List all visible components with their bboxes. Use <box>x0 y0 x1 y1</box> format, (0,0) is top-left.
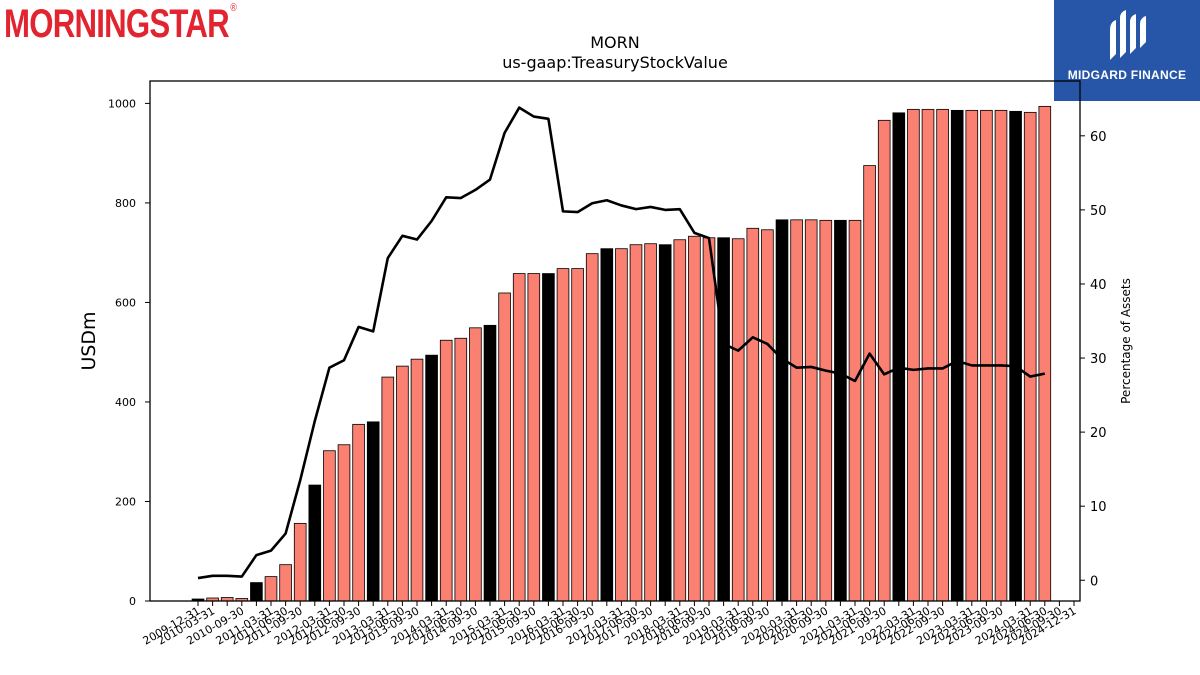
bar-2020-03-31 <box>790 219 803 602</box>
bar-2016-03-31 <box>556 268 570 602</box>
midgard-finance-label: MIDGARD FINANCE <box>1067 68 1187 82</box>
bar-2015-03-31 <box>498 292 511 602</box>
bar-2018-09-30 <box>702 237 716 602</box>
midgard-finance-logo: MIDGARD FINANCE <box>1054 0 1200 101</box>
bar-2019-06-30 <box>746 227 760 602</box>
y2-tick-label: 10 <box>1090 500 1107 515</box>
bar-2014-09-30 <box>469 327 482 602</box>
midgard-emblem-icon <box>1110 10 1146 60</box>
bar-2017-03-31 <box>615 248 628 602</box>
y-tick-label: 600 <box>115 296 136 309</box>
bar-2018-12-31 <box>717 237 730 602</box>
y-tick-label: 0 <box>129 595 136 608</box>
bar-2022-03-31 <box>907 108 920 602</box>
bar-2011-09-30 <box>293 522 307 602</box>
bar-2012-09-30 <box>352 423 365 602</box>
bar-2012-12-31 <box>366 421 380 602</box>
bar-2012-06-30 <box>337 444 351 602</box>
bar-2022-06-30 <box>921 108 935 602</box>
y2-tick-label: 50 <box>1090 204 1107 219</box>
bar-2021-12-31 <box>892 112 906 602</box>
bar-2011-12-31 <box>308 484 322 602</box>
chart-subtitle: us-gaap:TreasuryStockValue <box>502 53 728 72</box>
bar-2010-12-31 <box>250 582 263 602</box>
bar-2022-09-30 <box>936 108 949 602</box>
registered-mark: ® <box>230 2 236 14</box>
morningstar-logo: MORNINGSTAR ® <box>4 2 237 47</box>
bar-2013-12-31 <box>425 354 438 602</box>
y-axis-label: USDm <box>78 311 100 370</box>
bar-2018-06-30 <box>688 235 701 602</box>
bar-2013-09-30 <box>410 358 424 602</box>
bar-2017-09-30 <box>644 243 657 602</box>
bar-2018-03-31 <box>673 239 687 602</box>
bar-2011-03-31 <box>264 576 278 602</box>
bar-series <box>191 105 1052 602</box>
bar-2017-12-31 <box>658 244 672 602</box>
y-tick-label: 800 <box>115 197 136 210</box>
bar-2013-03-31 <box>381 376 395 602</box>
axes: 0200400600800100001020304050602009-12-31… <box>108 80 1107 648</box>
bar-2017-06-30 <box>629 244 643 602</box>
line-series <box>197 106 1046 580</box>
bar-2024-06-30 <box>1038 105 1052 602</box>
morningstar-logo-text: MORNINGSTAR <box>4 2 230 46</box>
chart-title: MORN <box>590 33 639 52</box>
bar-2014-12-31 <box>483 324 497 602</box>
y2-tick-label: 0 <box>1090 574 1098 589</box>
bar-2012-03-31 <box>323 450 336 602</box>
bar-2023-09-30 <box>994 109 1008 602</box>
y2-tick-label: 40 <box>1090 278 1107 293</box>
bar-2014-03-31 <box>439 339 453 602</box>
bar-2015-06-30 <box>512 273 526 602</box>
bar-2019-09-30 <box>761 229 774 602</box>
bar-2023-12-31 <box>1009 110 1022 602</box>
bar-2015-12-31 <box>542 273 555 602</box>
bar-2021-03-31 <box>848 219 862 602</box>
bar-2024-03-31 <box>1023 111 1037 602</box>
y2-tick-label: 20 <box>1090 426 1107 441</box>
bar-2016-06-30 <box>571 268 584 602</box>
bar-2013-06-30 <box>396 365 409 602</box>
bar-2020-09-30 <box>819 219 833 602</box>
y-tick-label: 1000 <box>108 97 136 110</box>
bar-2016-12-31 <box>600 248 614 602</box>
bar-2019-12-31 <box>775 219 789 602</box>
y-tick-label: 400 <box>115 396 136 409</box>
bar-2014-06-30 <box>454 337 468 602</box>
bar-2022-12-31 <box>950 109 964 602</box>
y-tick-label: 200 <box>115 495 136 508</box>
percentage-of-assets-line <box>197 106 1046 580</box>
y2-axis-label: Percentage of Assets <box>1119 278 1133 404</box>
bar-2016-09-30 <box>585 253 599 602</box>
y2-tick-label: 60 <box>1090 130 1107 145</box>
plot-frame <box>149 80 1081 602</box>
bar-2023-03-31 <box>965 109 979 602</box>
bar-2021-06-30 <box>863 165 876 602</box>
bar-2019-03-31 <box>731 238 745 602</box>
bar-2023-06-30 <box>980 109 993 602</box>
bar-2020-12-31 <box>834 219 847 602</box>
bar-2020-06-30 <box>804 219 818 602</box>
y2-tick-label: 30 <box>1090 352 1107 367</box>
bar-2015-09-30 <box>527 273 541 602</box>
bar-2011-06-30 <box>279 564 292 602</box>
bar-2021-09-30 <box>877 119 891 602</box>
